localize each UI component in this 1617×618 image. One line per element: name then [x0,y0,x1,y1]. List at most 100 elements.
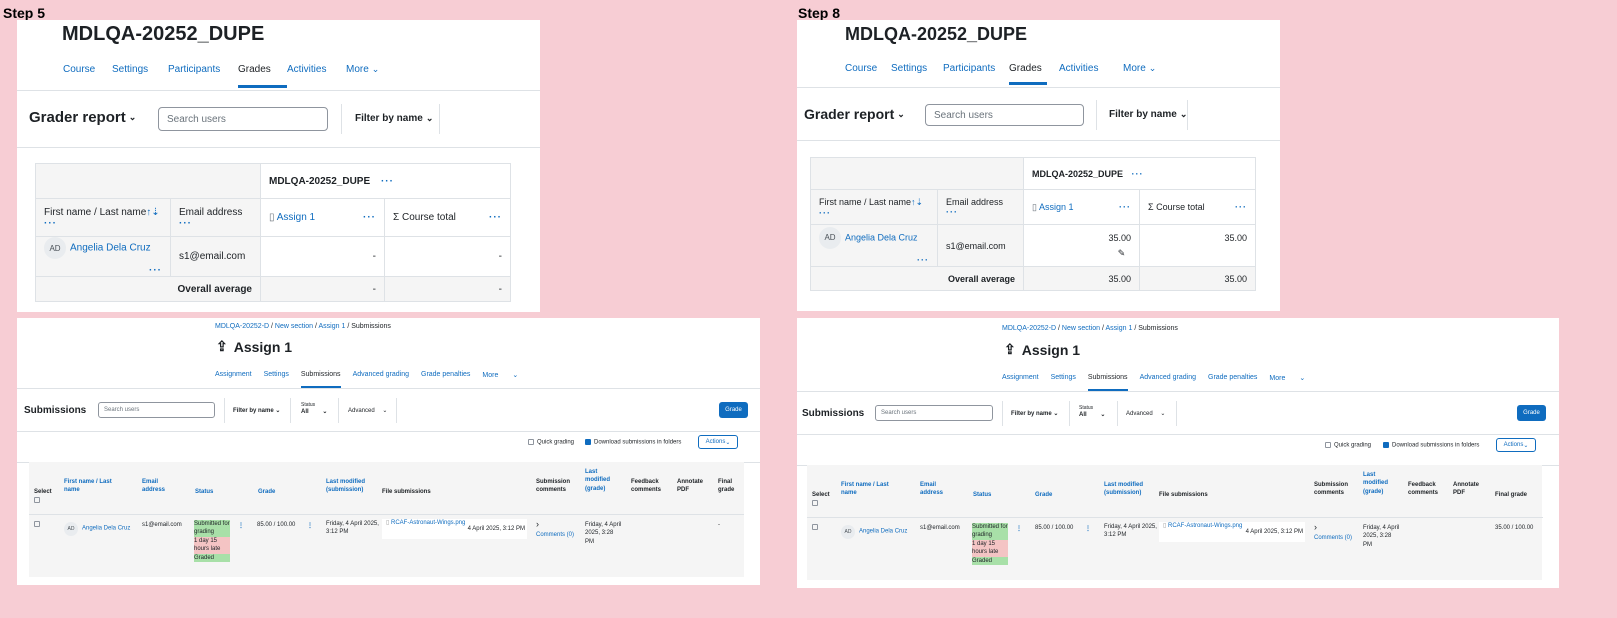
nav-grades[interactable]: Grades [238,64,287,88]
header-status[interactable]: Status [973,492,992,498]
header-last-modified-submission[interactable]: Last modified (submission) [1104,482,1144,497]
status-menu-icon[interactable]: ⋮ [1016,526,1023,532]
tab-settings[interactable]: Settings [263,371,289,378]
more-icon[interactable]: ··· [149,265,162,276]
download-folders-checkbox[interactable]: Download submissions in folders [1383,442,1479,449]
tab-more[interactable]: More ⌄ [1269,375,1306,382]
tab-more[interactable]: More ⌄ [482,372,519,379]
user-name-link[interactable]: Angelia Dela Cruz [859,528,908,535]
comments-link[interactable]: Comments (0) [536,531,575,538]
search-users-input[interactable]: Search users [158,107,328,131]
advanced-filter[interactable]: Advanced ⌄ [348,408,388,414]
student-name-link[interactable]: Angelia Dela Cruz [70,242,151,254]
download-folders-checkbox[interactable]: Download submissions in folders [585,439,681,446]
tab-assignment[interactable]: Assignment [1002,374,1039,381]
grader-report-selector[interactable]: Grader report ⌄ [29,109,137,126]
tab-submissions[interactable]: Submissions [300,371,341,388]
tab-settings[interactable]: Settings [1050,374,1076,381]
col-email-header[interactable]: Email address [179,206,243,218]
user-name-link[interactable]: Angelia Dela Cruz [82,525,131,532]
filter-by-name[interactable]: Filter by name ⌄ [233,408,281,414]
assign-grade-cell[interactable]: 35.00 [1108,233,1131,243]
header-last-modified-grade[interactable]: Last modified (grade) [1363,472,1388,495]
grade-button[interactable]: Grade [719,402,748,418]
nav-activities[interactable]: Activities [287,64,327,75]
filter-by-name[interactable]: Filter by name ⌄ [1109,109,1188,120]
chevron-right-icon[interactable]: › [536,519,539,529]
status-filter[interactable]: Status All ⌄ [301,402,328,415]
row-select-checkbox[interactable] [812,524,821,532]
quick-grading-checkbox[interactable]: Quick grading [528,439,574,446]
breadcrumb-assign[interactable]: Assign 1 [318,323,346,330]
advanced-filter[interactable]: Advanced ⌄ [1126,411,1166,417]
grader-report-selector[interactable]: Grader report ⌄ [804,106,905,122]
file-link[interactable]: RCAF-Astronaut-Wings.png [390,520,466,526]
tab-grade-penalties[interactable]: Grade penalties [1208,374,1258,381]
header-last-modified-grade[interactable]: Last modified (grade) [585,469,610,492]
grade-button[interactable]: Grade [1517,405,1546,421]
filter-by-name[interactable]: Filter by name ⌄ [355,113,434,124]
more-icon[interactable]: ··· [1119,201,1131,212]
nav-more[interactable]: More ⌄ [1123,63,1157,74]
col-assign-header[interactable]: Assign 1 [1038,201,1074,212]
header-status[interactable]: Status [195,489,214,495]
sort-icon[interactable]: ↑⇣ [911,196,924,207]
nav-participants[interactable]: Participants [168,64,221,75]
select-all-checkbox[interactable] [34,496,40,503]
breadcrumb-course[interactable]: MDLQA-20252-D [215,323,270,330]
nav-grades[interactable]: Grades [1009,63,1047,85]
more-icon[interactable]: ··· [380,175,394,187]
col-name-header[interactable]: First name / Last name [44,206,147,218]
tab-submissions[interactable]: Submissions [1087,374,1128,391]
breadcrumb-course[interactable]: MDLQA-20252-D [1002,325,1057,332]
col-name-header[interactable]: First name / Last name [819,196,912,207]
tab-assignment[interactable]: Assignment [215,371,252,378]
tab-advanced-grading[interactable]: Advanced grading [1139,374,1196,381]
grade-menu-icon[interactable]: ⋮ [1085,526,1092,532]
nav-course[interactable]: Course [845,63,878,74]
nav-more[interactable]: More ⌄ [346,64,380,75]
more-icon[interactable]: ··· [179,217,192,229]
nav-settings[interactable]: Settings [891,63,928,74]
more-icon[interactable]: ··· [917,254,929,265]
breadcrumb-section[interactable]: New section [1061,325,1101,332]
more-icon[interactable]: ··· [44,217,57,229]
nav-participants[interactable]: Participants [943,63,996,74]
edit-icon[interactable]: ✎ [1117,248,1126,258]
nav-activities[interactable]: Activities [1059,63,1099,74]
tab-advanced-grading[interactable]: Advanced grading [352,371,409,378]
more-icon[interactable]: ··· [1131,168,1144,179]
student-name-link[interactable]: Angelia Dela Cruz [845,232,918,242]
breadcrumb-section[interactable]: New section [274,323,314,330]
header-grade[interactable]: Grade [258,489,276,495]
filter-by-name[interactable]: Filter by name ⌄ [1011,411,1059,417]
status-menu-icon[interactable]: ⋮ [238,523,245,529]
actions-button[interactable]: Actions ⌄ [1496,438,1536,452]
header-last-modified-submission[interactable]: Last modified (submission) [326,479,366,494]
comments-link[interactable]: Comments (0) [1314,534,1353,541]
search-users-input[interactable]: Search users [925,104,1084,126]
header-name[interactable]: First name / Last name [841,482,889,497]
grade-menu-icon[interactable]: ⋮ [307,523,314,529]
search-users-input[interactable]: Search users [98,402,215,418]
sort-icon[interactable]: ↑⇣ [146,206,160,218]
select-all-checkbox[interactable] [812,499,818,506]
more-icon[interactable]: ··· [1235,202,1247,212]
chevron-right-icon[interactable]: › [1314,522,1317,532]
header-grade[interactable]: Grade [1035,492,1053,498]
breadcrumb-assign[interactable]: Assign 1 [1105,325,1133,332]
header-name[interactable]: First name / Last name [64,479,112,494]
assign-grade-cell[interactable]: - [260,236,385,277]
search-users-input[interactable]: Search users [875,405,993,421]
tab-grade-penalties[interactable]: Grade penalties [421,371,471,378]
nav-settings[interactable]: Settings [112,64,149,75]
col-assign-header[interactable]: Assign 1 [276,212,316,223]
header-email[interactable]: Email address [920,482,944,497]
quick-grading-checkbox[interactable]: Quick grading [1325,442,1371,449]
more-icon[interactable]: ··· [946,207,958,217]
actions-button[interactable]: Actions ⌄ [698,435,738,449]
status-filter[interactable]: Status All ⌄ [1079,405,1106,418]
more-icon[interactable]: ··· [363,212,376,223]
col-email-header[interactable]: Email address [946,197,1004,207]
nav-course[interactable]: Course [63,64,96,75]
